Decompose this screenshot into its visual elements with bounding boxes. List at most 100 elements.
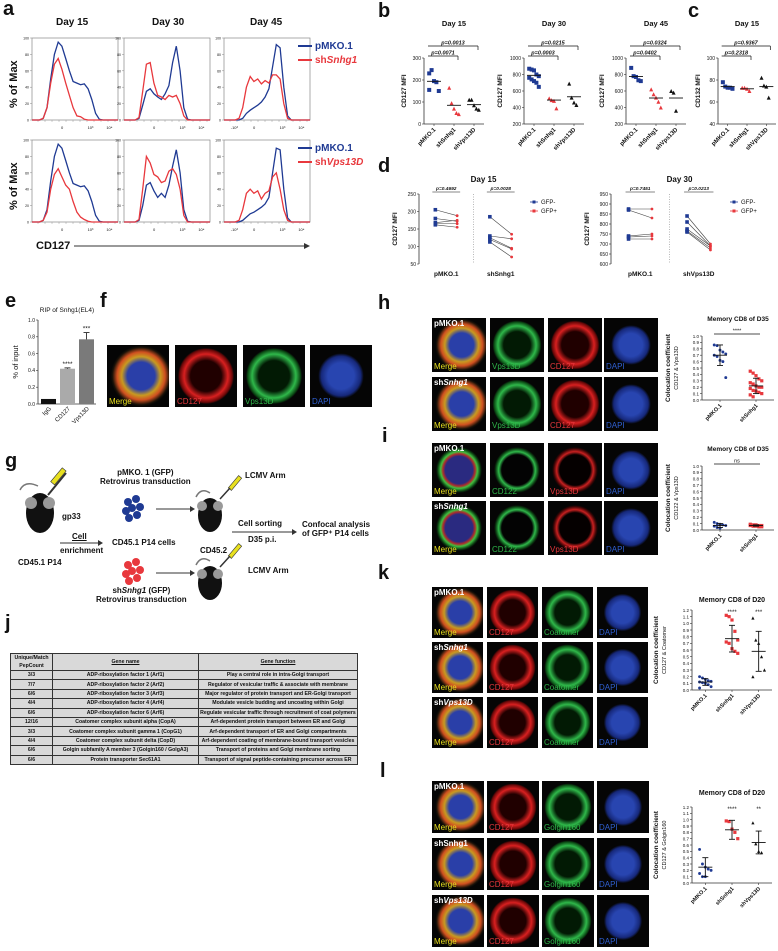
x-tick-label: -10³ [231, 227, 239, 232]
significance-label: *** [755, 610, 763, 616]
y-tick-label: 0.8 [683, 830, 690, 835]
data-point [720, 80, 725, 85]
y-tick-label: 800 [600, 222, 609, 228]
micrograph-k-coatomer: Coatomer [542, 697, 593, 748]
y-tick-label: 800 [615, 72, 624, 78]
data-point [701, 862, 704, 866]
recipient-label: CD45.2 [200, 546, 228, 555]
legend-marker [732, 200, 736, 204]
data-point [469, 97, 474, 102]
data-point-gfp-plus [455, 218, 459, 222]
x-tick-label: pMKO.1 [704, 533, 723, 552]
y-tick-label: 0.1 [683, 681, 690, 686]
data-point [759, 851, 764, 855]
panel-label-i: i [382, 425, 388, 447]
data-point [751, 388, 755, 392]
data-point [658, 105, 663, 110]
pepcount-cell: 7/7 [10, 679, 53, 690]
data-point [527, 75, 532, 80]
micrograph-l-cd127: CD127 [487, 895, 539, 947]
legend-label: GFP+ [741, 209, 757, 215]
header-gene-function: Gene function [198, 653, 358, 671]
data-point [476, 107, 481, 112]
chart-k: Memory CD8 of D20 0.0 0.1 0.20.3 0.4 0.50.6 0.… [653, 597, 772, 716]
panel-a-day15-title: Day 15 [56, 17, 89, 28]
data-point [724, 819, 728, 823]
y-tick-label: 0.4 [28, 368, 35, 374]
ctrl-title: pMKO. 1 (GFP) [117, 468, 174, 477]
kd-suffix: (GFP) [146, 586, 171, 595]
data-point [532, 79, 536, 84]
plot-frame [123, 37, 211, 121]
bar-igg [41, 398, 56, 404]
y-tick-label: 50 [410, 262, 416, 268]
y-tick-label: 0.8 [693, 477, 700, 482]
legend-label: pMKO.1 [315, 143, 353, 154]
pair-line [489, 216, 512, 235]
micrograph-l-cd127: CD127 [487, 781, 539, 833]
plot-frame [123, 139, 211, 223]
y-tick-label: 40 [217, 188, 221, 192]
pair-line [628, 235, 652, 238]
legend-marker [532, 209, 536, 213]
p-value-label: p=0.7451 [629, 186, 651, 192]
data-point [671, 90, 676, 95]
micrograph-i-vps13d: Vps13D [548, 501, 602, 555]
panel-j-gene-table: Unique/Match PepCount Gene name Gene fun… [10, 653, 358, 765]
data-point [669, 89, 674, 93]
gene-function-cell: Play a central role in intra-Golgi trans… [198, 669, 358, 681]
x-category-label: shSnhg1 [487, 271, 515, 278]
data-point-gfp-minus [685, 230, 689, 234]
y-axis-label-secondary: CD127 & Golgin160 [662, 821, 668, 870]
data-point [472, 103, 476, 108]
micrograph-l-golgin160: Golgin160 [542, 781, 594, 833]
data-point [536, 84, 541, 89]
legend-item-shvps13d: shVps13D [298, 156, 363, 170]
data-point-gfp-plus [455, 225, 459, 229]
y-tick-label: 0.2 [28, 385, 35, 391]
y-tick-label: 100 [115, 139, 121, 143]
panel-label-l: l [380, 760, 386, 782]
data-point-gfp-minus [626, 208, 631, 212]
arrowhead [190, 570, 195, 576]
channel-label: Merge [434, 628, 457, 637]
plot-frame [223, 37, 311, 121]
channel-label: DAPI [312, 397, 331, 406]
micrograph-k-dapi: DAPI [597, 587, 648, 638]
header-gene-name: Gene name [52, 653, 199, 671]
panel-a-legend-top: pMKO.1 shSnhg1 [298, 40, 357, 68]
pepcount-cell: 4/4 [10, 698, 53, 709]
panel-label-g: g [5, 450, 18, 472]
x-tick-label: shSnhg1 [739, 533, 760, 554]
chart-title: Memory CD8 of D20 [699, 597, 765, 604]
panel-label-e: e [5, 290, 17, 312]
chart-title: Day 45 [644, 19, 668, 28]
channel-label: Vps13D [492, 421, 521, 430]
y-tick-label: 60 [117, 171, 121, 175]
arrowhead [98, 540, 103, 546]
data-point [434, 80, 439, 85]
legend-item-shsnhg1: shSnhg1 [298, 54, 357, 68]
y-tick-label: 0 [27, 221, 29, 225]
gene-name-cell: ADP-ribosylation factor 2 (Arf2) [52, 679, 199, 690]
data-point-gfp-plus [510, 237, 514, 241]
y-tick-label: 1.1 [683, 811, 690, 816]
data-point [452, 106, 456, 111]
y-tick-label: 150 [408, 227, 417, 233]
table-row: 6/6 Golgin subfamily A member 3 (Golgin16… [10, 745, 358, 756]
data-point-gfp-minus [626, 237, 631, 241]
arrowhead [292, 529, 297, 535]
data-point-gfp-plus [709, 248, 712, 252]
data-point [747, 89, 752, 93]
y-tick-label: 700 [600, 242, 609, 248]
data-point-gfp-minus [685, 214, 689, 218]
data-point-gfp-minus [488, 214, 492, 219]
histogram-day-15: 0 20 40 60 80 100 0 10³ 10⁴ [23, 139, 119, 232]
condition-name: pMKO.1 [434, 782, 465, 791]
y-tick-label: 0.3 [693, 379, 700, 384]
histogram-day-30: 0 20 40 60 80 100 0 10³ 10⁴ [115, 37, 211, 130]
data-point [529, 67, 534, 72]
data-point [649, 87, 654, 92]
histogram-series-shsnhg1 [32, 57, 118, 121]
condition-label: shSnhg1 [434, 502, 468, 511]
